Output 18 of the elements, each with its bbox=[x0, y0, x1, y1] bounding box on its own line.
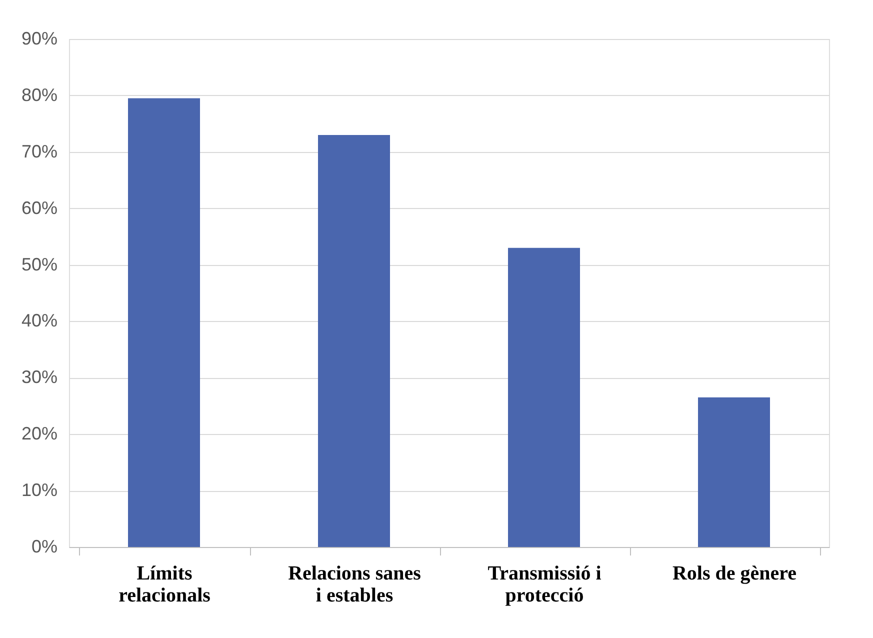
x-tick-label: Rols de gènere bbox=[672, 562, 797, 584]
y-tick-label: 20% bbox=[21, 424, 58, 444]
bar bbox=[698, 397, 770, 547]
bar bbox=[128, 98, 200, 547]
y-tick-label: 40% bbox=[21, 310, 58, 331]
y-tick-label: 90% bbox=[21, 28, 58, 48]
x-tick-label: Transmissió i protecció bbox=[488, 562, 602, 606]
y-tick-label: 70% bbox=[21, 141, 58, 162]
bar bbox=[508, 248, 580, 547]
y-tick-label: 10% bbox=[21, 480, 58, 500]
y-tick-label: 80% bbox=[21, 84, 58, 105]
x-tick-label: Relacions sanes i estables bbox=[288, 562, 422, 606]
x-tick-label: Límits relacionals bbox=[118, 562, 211, 606]
y-tick-label: 50% bbox=[21, 254, 58, 274]
bar bbox=[318, 134, 390, 547]
y-tick-label: 0% bbox=[31, 536, 58, 556]
y-tick-label: 30% bbox=[21, 367, 58, 388]
y-tick-label: 60% bbox=[21, 198, 58, 218]
